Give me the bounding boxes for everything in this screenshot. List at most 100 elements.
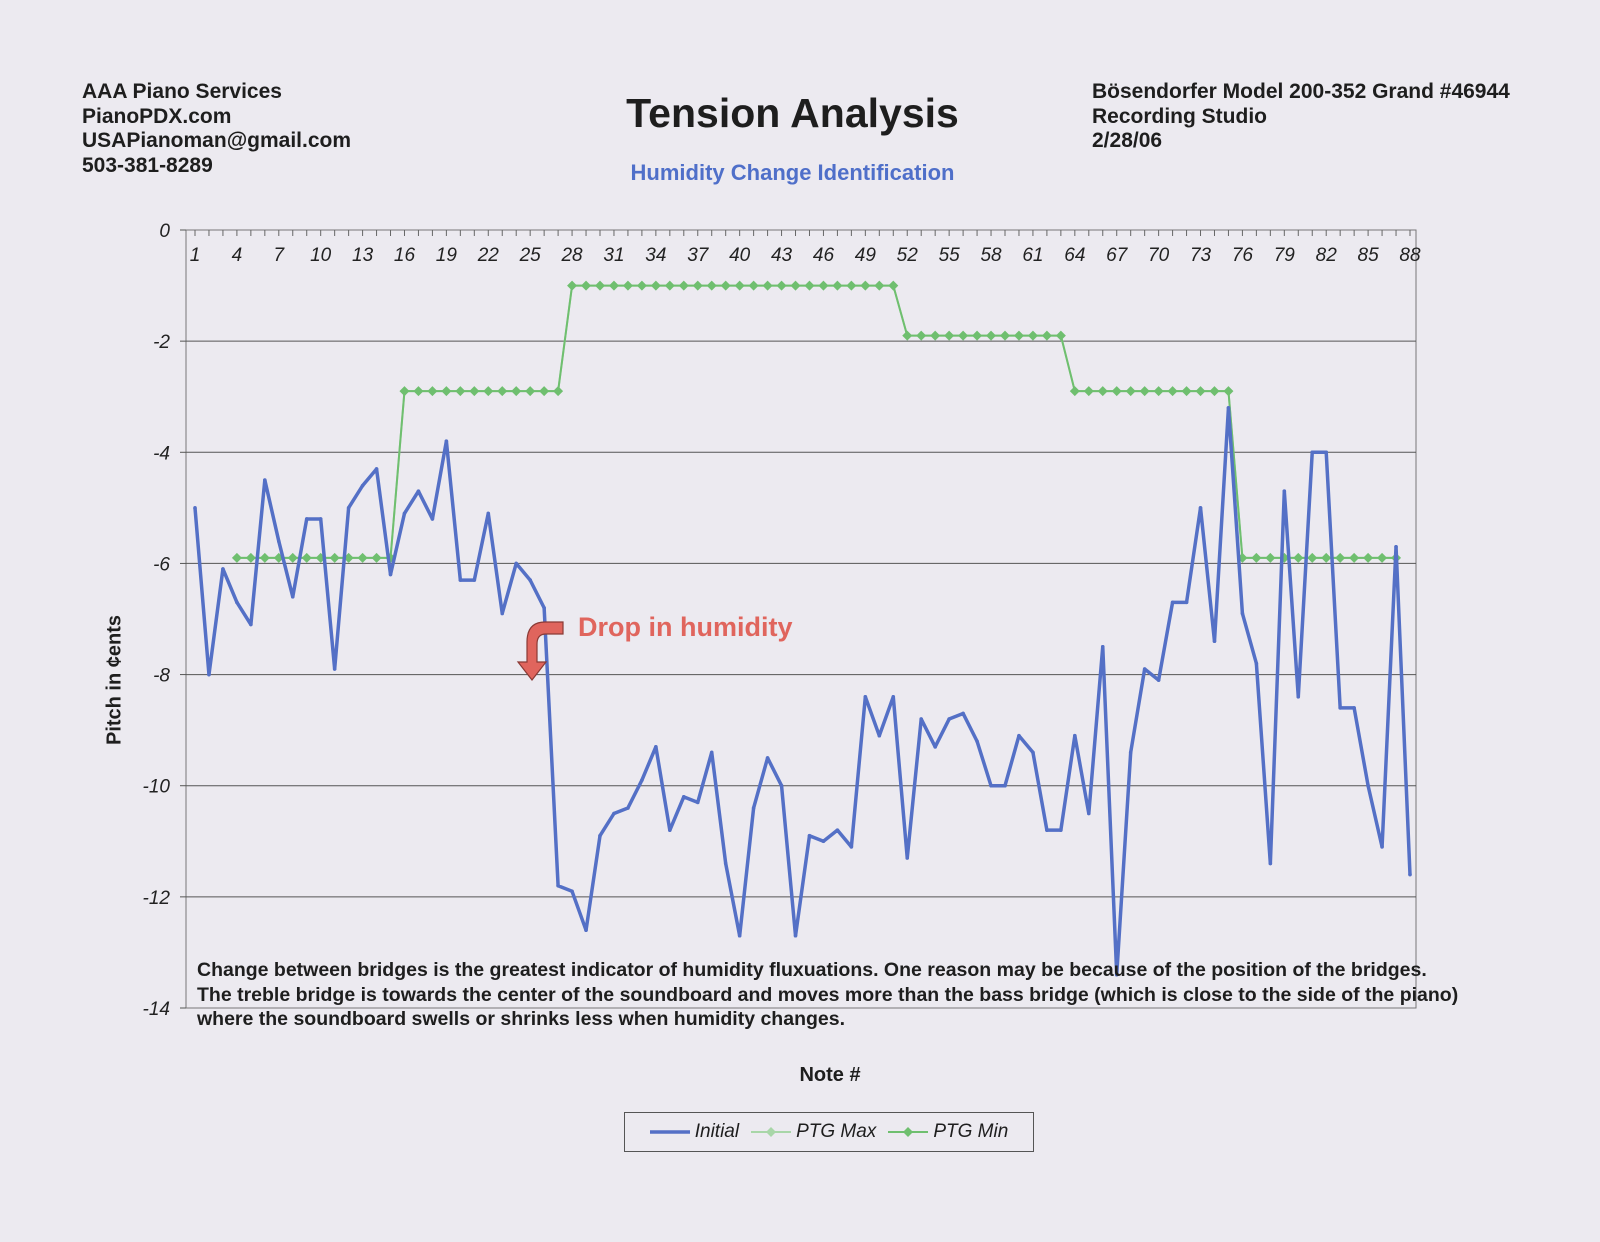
- initial-point: [193, 506, 197, 510]
- initial-series-layer: [193, 406, 1412, 977]
- ptg-min-point: [1377, 552, 1388, 563]
- y-tick-label: -14: [143, 999, 170, 1020]
- initial-point: [472, 578, 477, 582]
- legend-label-ptg-max: PTG Max: [796, 1121, 877, 1142]
- x-axis-ticks: 1 4 7 10 13 16 19 22 25 28 31 34 37 40 43 46 49 52 55 58 61 6…: [190, 230, 1421, 266]
- ptg-min-point: [1041, 330, 1052, 341]
- company-name: AAA Piano Services: [82, 80, 282, 103]
- legend-item-ptg-min: PTG Min: [888, 1121, 1008, 1143]
- initial-point: [207, 672, 211, 677]
- x-tick-label: 4: [232, 245, 243, 266]
- initial-point: [919, 717, 924, 721]
- ptg-min-point: [1181, 386, 1192, 397]
- y-axis-ticks: 0 -2 -4 -6 -8 -10 -12 -14: [143, 221, 186, 1020]
- humidity-drop-annotation: Drop in humidity: [578, 612, 793, 642]
- ptg-min-point: [720, 280, 731, 291]
- initial-point: [542, 606, 546, 610]
- bridge-note: Change between bridges is the greatest i…: [197, 958, 1467, 1032]
- initial-point: [235, 600, 239, 605]
- initial-point: [332, 667, 337, 671]
- initial-point: [263, 478, 267, 482]
- ptg-min-point: [1111, 386, 1122, 397]
- initial-point: [598, 833, 602, 838]
- ptg-min-point: [944, 330, 955, 341]
- initial-point: [654, 745, 658, 749]
- plot-frame: [185, 229, 1417, 1009]
- y-tick-label: 0: [159, 221, 170, 242]
- drop-arrow-icon: [516, 621, 564, 681]
- ptg-min-point: [1363, 552, 1374, 563]
- ptg-min-point: [902, 330, 913, 341]
- x-tick-label: 58: [980, 245, 1002, 266]
- ptg-min-point: [804, 280, 815, 291]
- y-axis-label: Pitch in ¢ents: [103, 614, 126, 746]
- ptg-min-point: [1195, 386, 1206, 397]
- initial-point: [723, 861, 728, 866]
- initial-point: [737, 933, 742, 938]
- initial-point: [1184, 600, 1189, 605]
- ptg-min-point: [860, 280, 871, 291]
- initial-point: [1394, 544, 1398, 549]
- ptg-min-point: [567, 280, 578, 291]
- legend-ptg-min-diamond-icon: [888, 1127, 929, 1137]
- ptg-min-point: [706, 280, 717, 291]
- piano-info: Bösendorfer Model 200-352 Grand #46944 R…: [1092, 80, 1510, 154]
- y-tick-label: -6: [153, 554, 170, 575]
- legend-label-ptg-min: PTG Min: [933, 1121, 1009, 1142]
- page-title: Tension Analysis: [626, 90, 959, 136]
- x-tick-label: 46: [813, 245, 835, 266]
- report-date: 2/28/06: [1092, 129, 1163, 152]
- ptg-min-point: [1083, 386, 1094, 397]
- y-tick-label: -2: [153, 332, 170, 353]
- x-axis-label: Note #: [799, 1064, 861, 1086]
- initial-point: [1338, 706, 1342, 710]
- x-tick-label: 49: [855, 245, 877, 266]
- ptg-min-point: [664, 280, 675, 291]
- ptg-min-point: [1307, 552, 1318, 563]
- x-tick-label: 13: [352, 245, 374, 266]
- initial-point: [1366, 783, 1370, 788]
- piano-location: Recording Studio: [1092, 104, 1267, 128]
- x-tick-label: 37: [687, 245, 710, 266]
- company-email: USAPianoman@gmail.com: [82, 129, 352, 152]
- ptg-min-point: [930, 330, 941, 341]
- legend-label-initial: Initial: [694, 1121, 740, 1142]
- ptg-min-point: [245, 552, 256, 563]
- ptg-min-point: [776, 280, 787, 291]
- initial-point: [486, 511, 491, 516]
- ptg-min-point: [986, 330, 997, 341]
- x-tick-label: 88: [1399, 245, 1421, 266]
- ptg-min-point: [581, 280, 592, 291]
- initial-point: [807, 833, 812, 838]
- x-tick-label: 64: [1064, 245, 1085, 266]
- initial-point: [1156, 678, 1161, 682]
- initial-point: [989, 783, 993, 788]
- ptg-min-point: [1097, 386, 1108, 397]
- ptg-min-point: [1349, 552, 1360, 563]
- ptg-min-point: [1293, 552, 1304, 563]
- ptg-min-point: [539, 386, 550, 397]
- ptg-min-point: [972, 330, 983, 341]
- ptg-min-point: [427, 386, 438, 397]
- x-tick-label: 40: [729, 245, 751, 266]
- initial-point: [947, 717, 951, 721]
- x-tick-label: 73: [1190, 245, 1212, 266]
- initial-point: [1380, 845, 1384, 849]
- initial-point: [556, 883, 560, 888]
- initial-point: [751, 806, 756, 810]
- legend-ptg-max-diamond-icon: [751, 1127, 792, 1137]
- x-tick-label: 43: [771, 245, 793, 266]
- x-tick-label: 70: [1148, 245, 1170, 266]
- initial-point: [1352, 706, 1356, 710]
- initial-point: [891, 695, 896, 699]
- ptg-min-point: [1153, 386, 1164, 397]
- ptg-min-point: [553, 386, 564, 397]
- ptg-min-point: [497, 386, 508, 397]
- chart-subtitle: Humidity Change Identification: [630, 160, 955, 185]
- ptg-min-point: [231, 552, 242, 563]
- initial-point: [1408, 872, 1412, 877]
- ptg-min-point: [692, 280, 703, 291]
- ptg-min-point: [1321, 552, 1332, 563]
- initial-point: [374, 467, 379, 471]
